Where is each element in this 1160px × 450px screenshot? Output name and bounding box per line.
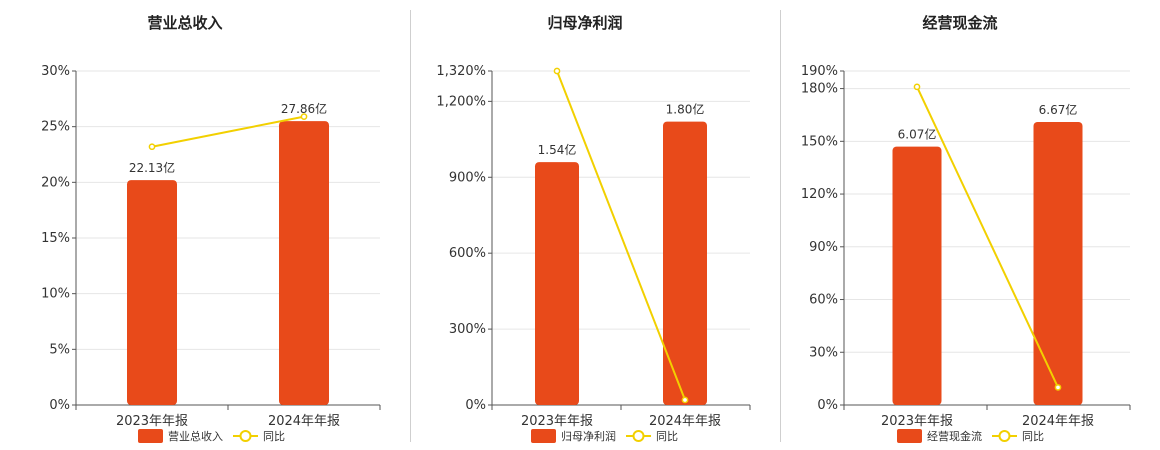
y-tick-label: 1,320%: [436, 64, 486, 79]
legend-label: 同比: [1022, 430, 1044, 443]
legend-label: 营业总收入: [168, 429, 223, 443]
data-label: 22.13亿: [129, 160, 175, 175]
data-label: 6.07亿: [898, 127, 937, 142]
legend-swatch-point: [239, 430, 252, 442]
data-label: 27.86亿: [281, 101, 327, 116]
legend-swatch-bar: [138, 429, 163, 443]
data-label: 6.67亿: [1039, 102, 1078, 117]
legend-label: 同比: [263, 430, 285, 443]
net-profit-chart: 0% 300% 600% 900% 1,200% 1,320% 2023年年报 2024年年报…: [436, 64, 751, 443]
cashflow-chart: 0% 30% 60% 90% 120% 150% 180% 190% 2023年年报 2024年年…: [801, 64, 1131, 443]
y-tick-label: 1,200%: [436, 94, 486, 109]
y-tick-label: 10%: [41, 287, 70, 302]
data-label: 1.80亿: [666, 102, 705, 117]
chart-panel-net-profit: 归母净利润 0% 300% 600% 900% 1,200% 1,320% 2023年年报 2…: [400, 0, 770, 450]
chart-title: 归母净利润: [547, 14, 623, 32]
panel-divider: [410, 10, 411, 442]
y-tick-label: 180%: [801, 82, 838, 97]
y-tick-label: 900%: [449, 170, 486, 185]
chart-title: 营业总收入: [147, 14, 223, 32]
legend-swatch-point: [632, 430, 645, 442]
legend-swatch-point: [998, 430, 1011, 442]
y-tick-label: 25%: [41, 120, 70, 135]
y-tick-label: 90%: [809, 240, 838, 255]
y-tick-label: 600%: [449, 246, 486, 261]
legend-label: 同比: [656, 430, 678, 443]
x-tick-label: 2023年年报: [116, 414, 188, 429]
x-tick-label: 2024年年报: [1022, 414, 1094, 429]
legend-swatch-bar: [531, 429, 556, 443]
legend-swatch-bar: [897, 429, 922, 443]
yoy-point: [681, 396, 689, 404]
legend-label: 归母净利润: [561, 429, 616, 443]
yoy-point: [148, 143, 156, 151]
bar: [892, 146, 942, 405]
chart-panel-revenue: 营业总收入 0% 5% 10% 15% 20% 25% 30% 2023年年报 2024年年报 2…: [0, 0, 381, 450]
yoy-point: [1054, 384, 1062, 391]
y-tick-label: 0%: [465, 398, 486, 413]
y-tick-label: 5%: [49, 342, 70, 357]
bar: [127, 180, 177, 405]
chart-panel-cashflow: 经营现金流 0% 30% 60% 90% 120% 150% 180% 190% 2023年年报…: [775, 0, 1145, 450]
y-tick-label: 0%: [817, 398, 838, 413]
y-tick-label: 120%: [801, 187, 838, 202]
yoy-line: [151, 115, 305, 148]
y-tick-label: 20%: [41, 175, 70, 190]
bar: [279, 121, 329, 405]
bar: [535, 162, 579, 405]
y-tick-label: 150%: [801, 134, 838, 149]
yoy-point: [553, 67, 561, 75]
y-tick-label: 0%: [49, 398, 70, 413]
revenue-chart: 0% 5% 10% 15% 20% 25% 30% 2023年年报 2024年年报 22.13亿 2…: [41, 64, 381, 443]
panel-divider: [780, 10, 781, 442]
yoy-point: [300, 113, 308, 120]
x-tick-label: 2023年年报: [881, 414, 953, 429]
y-tick-label: 15%: [41, 231, 70, 246]
x-tick-label: 2023年年报: [521, 414, 593, 429]
yoy-line: [556, 70, 686, 401]
bar: [1033, 121, 1083, 406]
yoy-line: [916, 86, 1059, 388]
data-label: 1.54亿: [538, 142, 577, 157]
y-tick-label: 60%: [809, 293, 838, 308]
y-tick-label: 30%: [809, 345, 838, 360]
x-tick-label: 2024年年报: [649, 414, 721, 429]
y-tick-label: 300%: [449, 322, 486, 337]
chart-title: 经营现金流: [922, 14, 998, 32]
y-tick-label: 30%: [41, 64, 70, 79]
bar: [663, 121, 707, 405]
yoy-point: [913, 83, 921, 91]
legend-label: 经营现金流: [927, 429, 982, 443]
y-tick-label: 190%: [801, 64, 838, 79]
x-tick-label: 2024年年报: [268, 414, 340, 429]
